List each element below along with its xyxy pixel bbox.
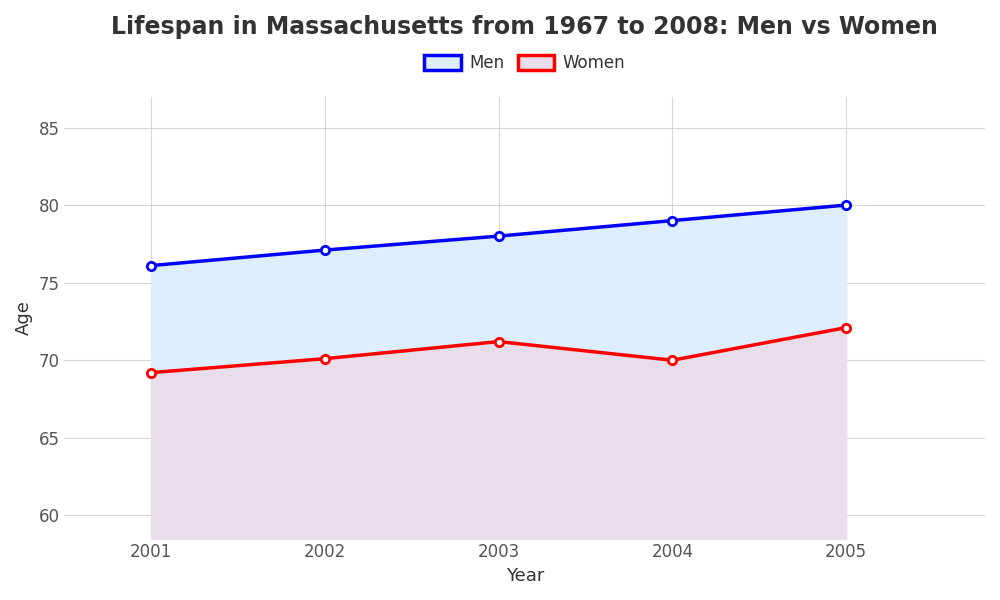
Y-axis label: Age: Age — [15, 300, 33, 335]
X-axis label: Year: Year — [506, 567, 544, 585]
Title: Lifespan in Massachusetts from 1967 to 2008: Men vs Women: Lifespan in Massachusetts from 1967 to 2… — [111, 15, 938, 39]
Legend: Men, Women: Men, Women — [418, 47, 632, 79]
